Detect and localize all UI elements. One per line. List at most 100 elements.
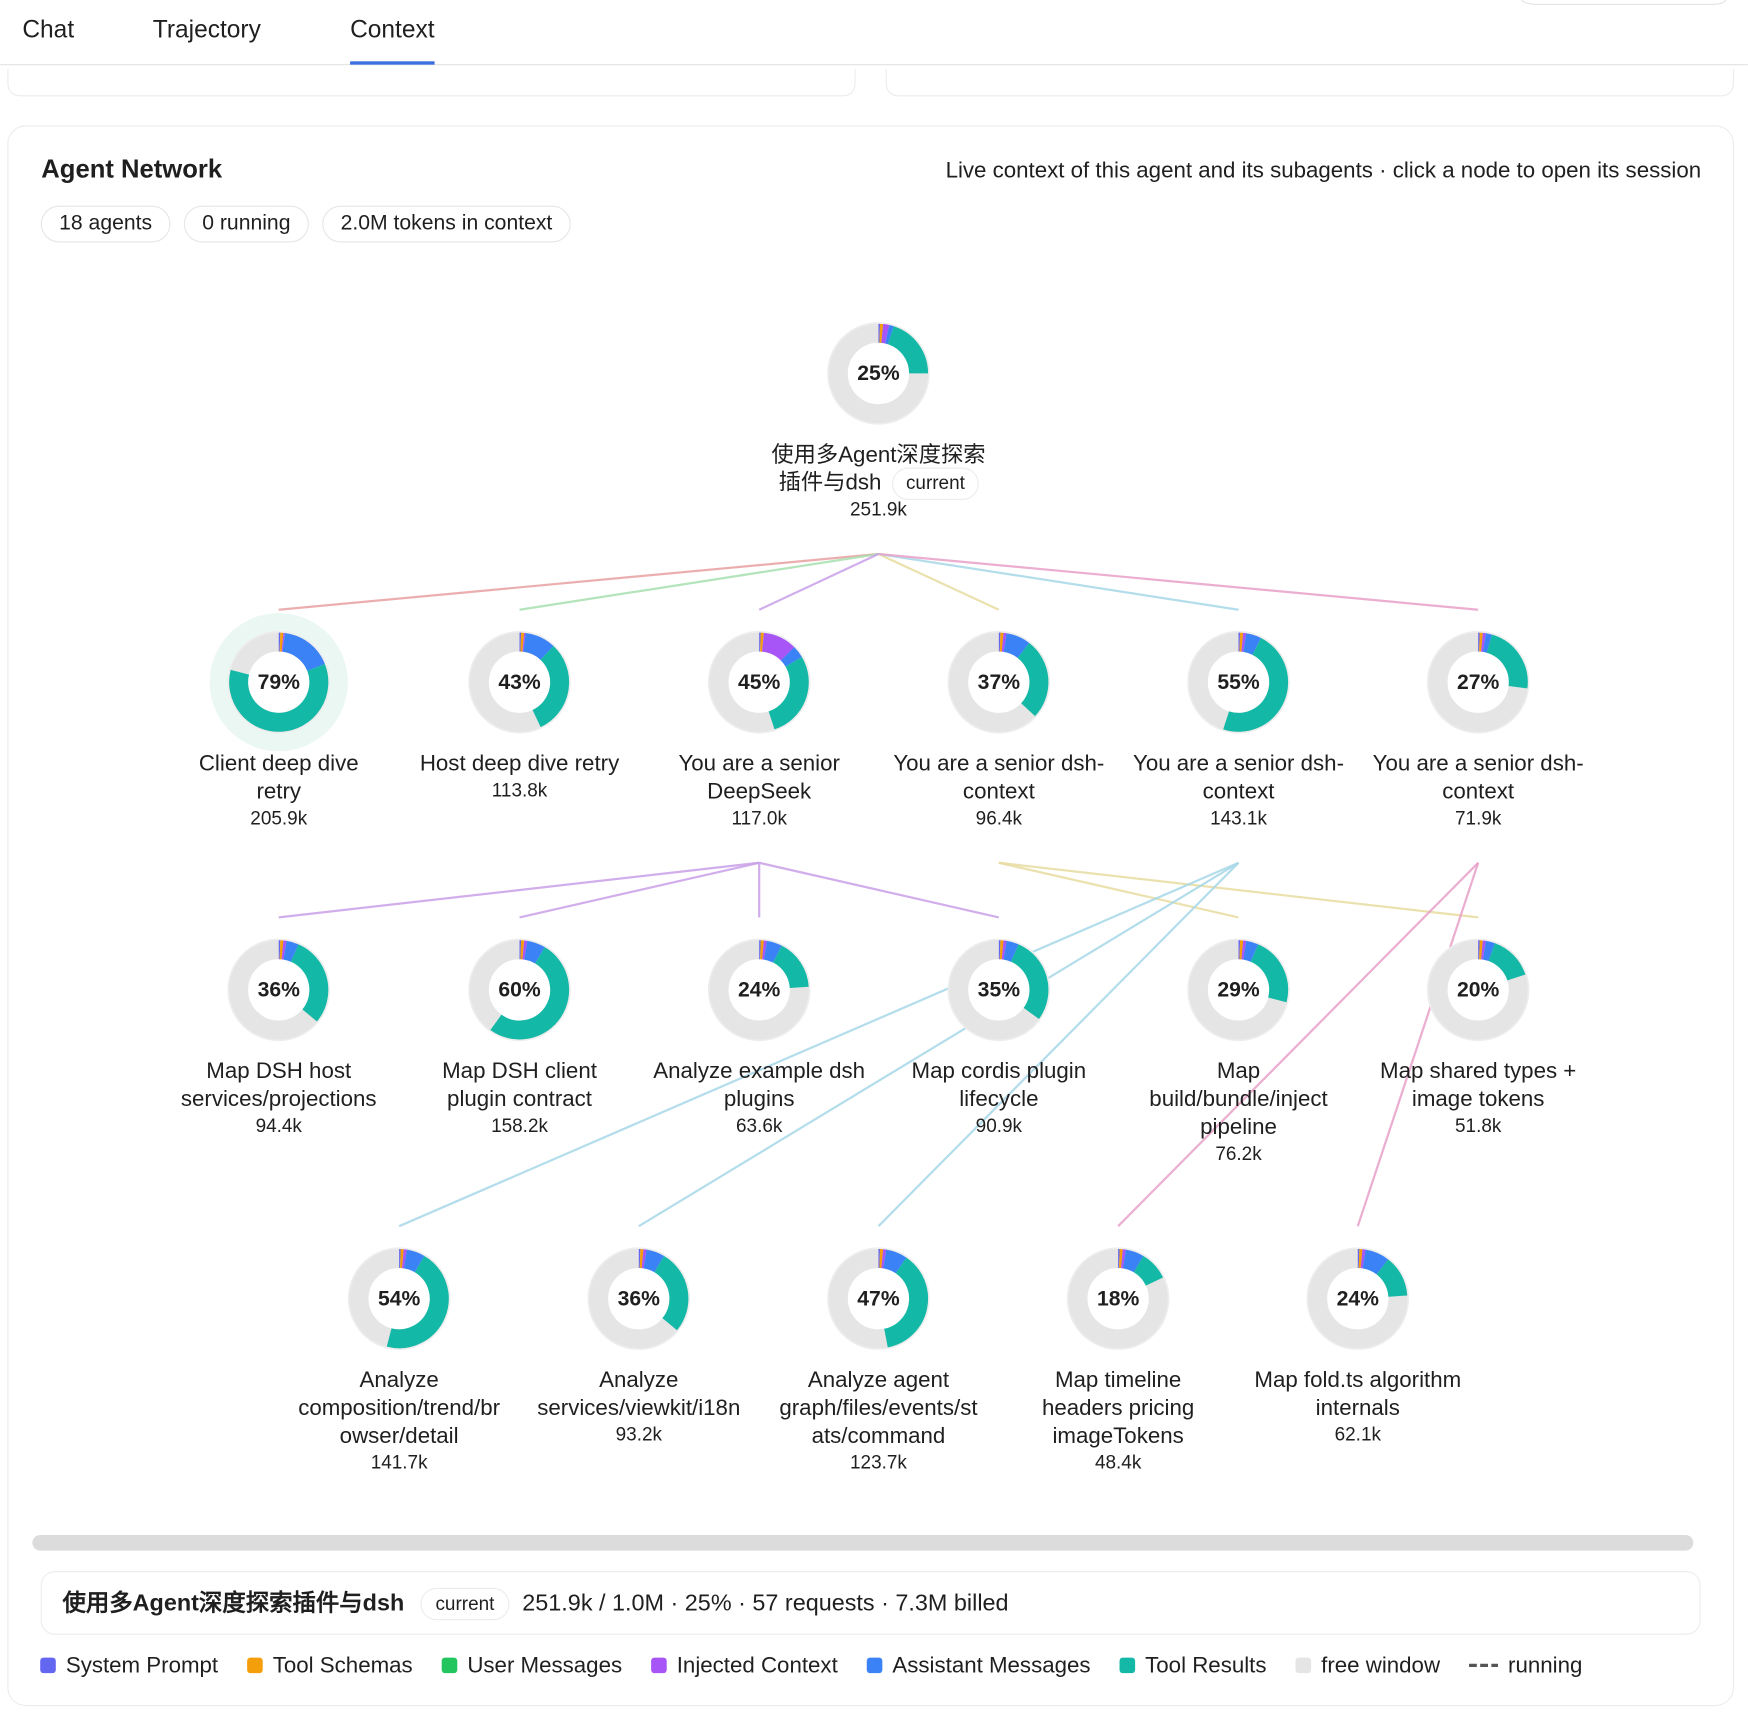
legend-swatch [40,1657,56,1674]
node-percent: 36% [258,979,301,1002]
node-percent: 45% [738,671,781,694]
legend-label: Assistant Messages [892,1652,1090,1677]
legend-swatch [441,1657,458,1674]
node-tokens: 48.4k [1095,1453,1142,1474]
donut-segment [386,1255,449,1349]
node-tokens: 251.9k [850,500,907,521]
donut-segment [883,1257,928,1348]
edge [1356,862,1480,1227]
node-tokens: 94.4k [256,1116,303,1137]
agent-node[interactable]: 60% Map DSH client plugin contract 158.2k [442,938,598,1137]
donut-segment [283,940,299,962]
node-label: pipeline [1200,1114,1277,1139]
node-label: Host deep dive retry [420,751,620,776]
donut-segment [772,945,809,989]
node-label: Map fold.ts algorithm [1254,1367,1461,1392]
edge [877,862,1240,1227]
node-tokens: 51.8k [1455,1116,1502,1137]
edge [278,552,879,611]
node-tokens: 62.1k [1335,1425,1382,1446]
node-label: Map shared types + [1380,1058,1576,1083]
agent-node[interactable]: 55% You are a senior dsh-context 143.1k [1133,630,1344,829]
agent-node[interactable]: 18% Map timeline headers pricing imageToken… [1042,1247,1194,1474]
legend-label: Tool Schemas [273,1652,413,1677]
card-edge [885,69,1735,97]
agent-node[interactable]: 37% You are a senior dsh-context 96.4k [893,630,1104,829]
node-tokens: 76.2k [1215,1144,1262,1165]
agent-node[interactable]: 25% 使用多Agent深度探索插件与dsh current 251.9k [771,322,986,521]
node-tokens: 117.0k [731,808,787,829]
legend-label: User Messages [467,1652,622,1677]
footer-card [40,1571,1701,1635]
card-edge [7,69,856,97]
donut-segment [1003,633,1030,659]
node-percent: 24% [1337,1287,1380,1310]
node-label: You are a senior [678,751,840,776]
donut-segment [768,656,809,730]
tab[interactable]: Chat [22,17,74,44]
node-label: Map timeline [1055,1367,1181,1392]
node-percent: 55% [1217,671,1260,694]
button-edge [1521,0,1727,6]
node-percent: 43% [498,671,541,694]
tab[interactable]: Trajectory [153,17,262,44]
donut-segment [290,944,329,1022]
donut-segment [1122,1249,1144,1273]
node-label: retry [256,778,301,803]
chip [183,205,309,243]
donut-segment [1223,638,1289,732]
agent-node[interactable]: 36% Map DSH host services/projections 94.4k [181,938,377,1137]
tab[interactable]: Context [350,17,435,44]
node-label: Client deep dive [199,751,359,776]
agent-node[interactable]: 24% Analyze example dsh plugins 63.6k [653,938,865,1137]
donut-segment [490,947,570,1040]
legend-label: Tool Results [1145,1652,1266,1677]
chip-label: 0 running [202,212,290,235]
node-tokens: 141.7k [371,1453,428,1474]
agent-node[interactable]: 36% Analyze services/viewkit/i18n 93.2k [537,1247,740,1446]
node-label: Analyze [359,1367,438,1392]
agent-node[interactable]: 54% Analyze composition/trend/br owser/deta… [298,1247,501,1474]
donut-segment [881,324,890,344]
agent-node[interactable]: 20% Map shared types + image tokens 51.8k [1380,938,1576,1137]
node-label: 使用多Agent深度探索 [771,442,985,467]
agent-node[interactable]: 35% Map cordis plugin lifecycle 90.9k [912,938,1087,1137]
node-label: build/bundle/inject [1149,1086,1328,1111]
legend-swatch [247,1657,263,1674]
donut-segment [882,1249,907,1274]
agent-node[interactable]: 24% Map fold.ts algorithm internals 62.1k [1254,1247,1461,1446]
node-label: context [963,778,1036,803]
donut-segment [522,632,554,661]
agent-node[interactable]: 43% Host deep dive retry 113.8k [420,630,620,801]
node-label: context [1203,778,1276,803]
node-percent: 54% [378,1287,421,1310]
chip-label: 2.0M tokens in context [341,212,553,235]
donut-segment [1017,643,1049,717]
node-label: headers pricing [1042,1395,1194,1420]
node-label: Map DSH host [206,1058,352,1083]
panel-subtitle: Live context of this agent and its subag… [946,158,1702,183]
node-percent: 79% [258,671,301,694]
agent-node[interactable]: 47% Analyze agent graph/files/events/st ats… [779,1247,978,1474]
donut-segment [887,326,929,374]
node-label: Analyze example dsh [653,1058,865,1083]
node-label: graph/files/events/st [779,1395,978,1420]
scrollbar[interactable] [32,1534,1694,1551]
agent-node[interactable]: 29% Map build/bundle/inject pipeline 76.2k [1149,938,1329,1165]
donut-segment [532,646,570,728]
footer-stats: 251.9k / 1.0M · 25% · 57 requests · 7.3M… [522,1589,1008,1615]
edge [758,553,879,611]
donut-segment [653,1255,689,1331]
node-label: context [1442,778,1515,803]
donut-segment [1362,1249,1389,1275]
node-label: Map cordis plugin [912,1058,1087,1083]
footer-name: 使用多Agent深度探索插件与dsh [61,1588,404,1615]
edge [878,552,1239,611]
donut-segment [763,940,782,963]
donut-segment [523,940,545,964]
legend-label: running [1508,1652,1582,1677]
node-percent: 24% [738,979,781,1002]
agent-node[interactable]: 27% You are a senior dsh-context 71.9k [1373,630,1584,829]
